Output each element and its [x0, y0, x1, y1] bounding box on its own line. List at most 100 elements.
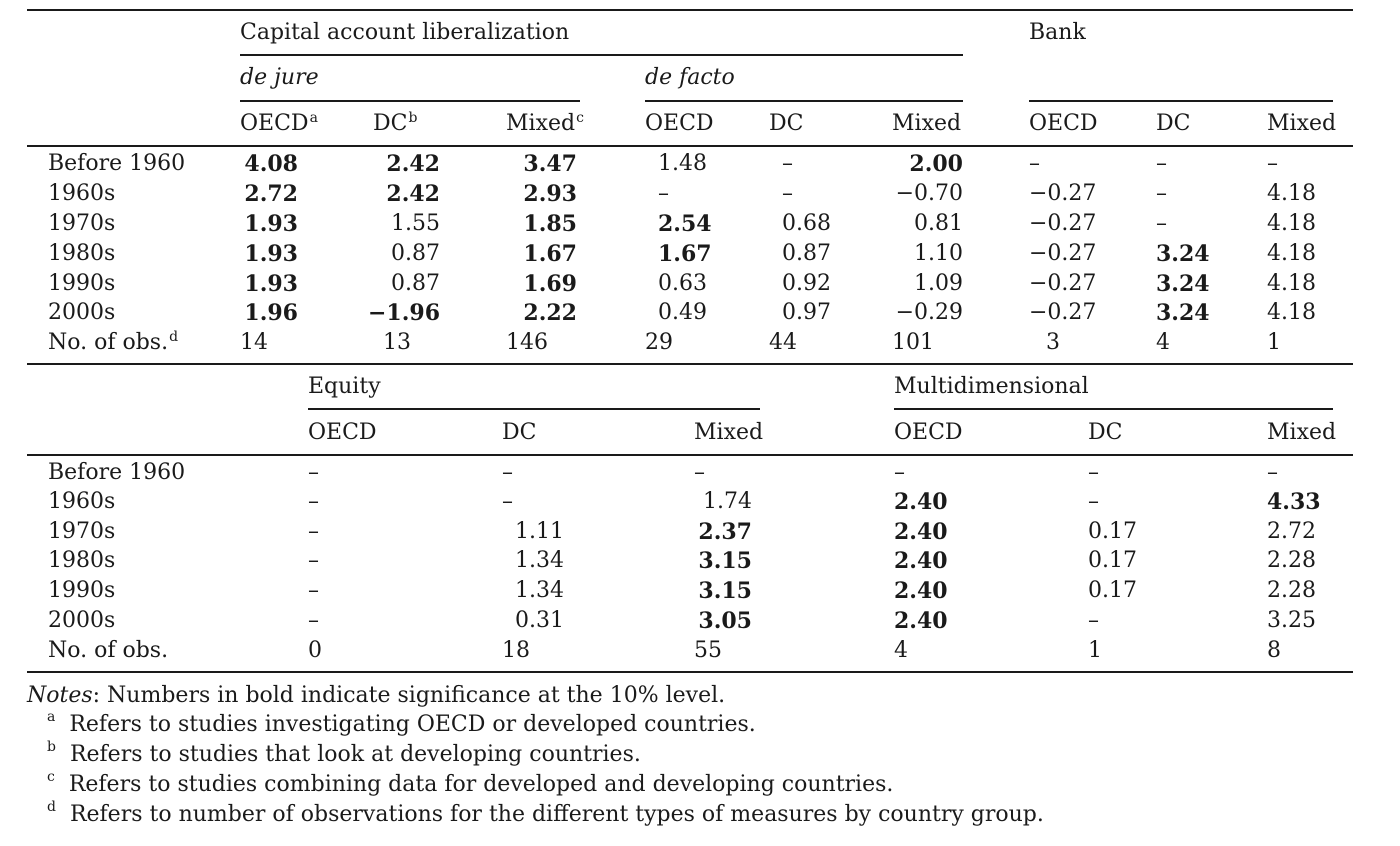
- row-label: 1980s: [48, 548, 116, 573]
- table-cell: 2.42: [386, 181, 440, 207]
- table-cell: 1.96: [244, 300, 298, 326]
- table-cell: –: [502, 460, 513, 485]
- footnote-marker: b: [47, 739, 56, 755]
- table-cell: 2.72: [1267, 519, 1316, 544]
- table-cell: –: [1267, 151, 1278, 176]
- table-cell: –: [308, 460, 319, 485]
- table-cell: 101: [892, 330, 934, 355]
- table-cell: 1.93: [244, 211, 298, 237]
- row-label: 1960s: [48, 489, 116, 514]
- table-cell: 4.18: [1267, 300, 1316, 325]
- table-cell: 1.55: [391, 211, 440, 236]
- table-cell: –: [308, 578, 319, 603]
- table-cell: –: [308, 608, 319, 633]
- table-cell: −0.27: [1029, 300, 1097, 325]
- column-header-dc: DC: [1088, 420, 1123, 445]
- row-label: Before 1960: [48, 151, 186, 176]
- footnote-text: Refers to number of observations for the…: [55, 802, 1044, 827]
- table-cell: 2.40: [894, 608, 948, 634]
- notes-text: : Numbers in bold indicate significance …: [92, 683, 726, 708]
- footnote-marker: b: [408, 110, 418, 126]
- row-label: Before 1960: [48, 460, 186, 485]
- footnote-marker: c: [47, 769, 55, 785]
- column-header-oecd: OECD: [308, 420, 377, 445]
- table-cell: 3.24: [1156, 271, 1210, 297]
- footnote-b: b Refers to studies that look at develop…: [46, 740, 641, 767]
- footnote-text: Refers to studies that look at developin…: [55, 742, 641, 767]
- table-cell: 3.47: [523, 151, 577, 177]
- table-cell: 2.42: [386, 151, 440, 177]
- table-cell: 0.31: [515, 608, 564, 633]
- table-cell: 0.17: [1088, 548, 1137, 573]
- table-cell: 2.40: [894, 489, 948, 515]
- table-cell: –: [1088, 460, 1099, 485]
- table-cell: 14: [240, 330, 268, 355]
- header-equity: Equity: [308, 374, 381, 399]
- table-cell: 1.93: [244, 271, 298, 297]
- table-cell: –: [1156, 181, 1167, 206]
- bottom-header-rule: [27, 454, 1353, 456]
- column-header-oecd: OECDa: [240, 110, 318, 136]
- column-header-dc: DCb: [373, 110, 418, 136]
- table-cell: –: [1267, 460, 1278, 485]
- table-cell: –: [308, 489, 319, 514]
- subheader-de-facto: de facto: [645, 65, 735, 90]
- table-cell: 3.24: [1156, 300, 1210, 326]
- rule-multidimensional: [894, 408, 1333, 410]
- table-cell: −0.29: [895, 300, 963, 325]
- row-label: 1970s: [48, 519, 116, 544]
- footnote-c: c Refers to studies combining data for d…: [46, 770, 894, 797]
- table-cell: −0.27: [1029, 211, 1097, 236]
- table-cell: −0.27: [1029, 181, 1097, 206]
- table-cell: −1.96: [367, 300, 440, 326]
- header-bank: Bank: [1029, 20, 1086, 45]
- table-cell: 2.93: [523, 181, 577, 207]
- table-cell: 0.17: [1088, 578, 1137, 603]
- table-cell: −0.70: [895, 181, 963, 206]
- table-cell: −0.27: [1029, 271, 1097, 296]
- table-cell: 4.18: [1267, 181, 1316, 206]
- column-header-dc: DC: [502, 420, 537, 445]
- column-header-oecd: OECD: [1029, 111, 1098, 136]
- table-cell: 1.11: [515, 519, 564, 544]
- table-cell: –: [694, 460, 705, 485]
- footnote-a: a Refers to studies investigating OECD o…: [46, 710, 756, 737]
- table-cell: –: [782, 181, 793, 206]
- footnote-text: Refers to studies combining data for dev…: [54, 772, 894, 797]
- rule-bank: [1029, 100, 1333, 102]
- table-cell: 0: [308, 638, 322, 663]
- footnote-marker: d: [47, 799, 56, 815]
- rule-de-jure: [240, 100, 580, 102]
- footnote-text: Refers to studies investigating OECD or …: [55, 712, 756, 737]
- header-rule: [27, 145, 1353, 147]
- table-cell: 1.85: [523, 211, 577, 237]
- bottom-rule: [27, 671, 1353, 673]
- column-header-mixed: Mixed: [694, 420, 764, 445]
- table-cell: 4.08: [244, 151, 298, 177]
- column-header-mixed: Mixedc: [506, 110, 584, 136]
- column-header-dc: DC: [1156, 111, 1191, 136]
- table-cell: 1.93: [244, 241, 298, 267]
- table-cell: 3: [1046, 330, 1060, 355]
- mid-rule: [27, 363, 1353, 365]
- table-cell: 0.87: [782, 241, 831, 266]
- table-cell: 2.40: [894, 519, 948, 545]
- row-label: No. of obs.: [48, 638, 169, 663]
- table-cell: 0.63: [658, 271, 707, 296]
- table-cell: 1: [1088, 638, 1102, 663]
- row-label: 1990s: [48, 271, 116, 296]
- table-cell: 29: [645, 330, 673, 355]
- table-cell: –: [1029, 151, 1040, 176]
- table-cell: 1.10: [914, 241, 963, 266]
- rule-de-facto: [645, 100, 963, 102]
- table-cell: 2.28: [1267, 578, 1316, 603]
- table-cell: 4.18: [1267, 211, 1316, 236]
- table-cell: 1.48: [658, 151, 707, 176]
- table-cell: –: [308, 548, 319, 573]
- table-cell: 3.05: [698, 608, 752, 634]
- footnote-marker: a: [47, 709, 56, 725]
- row-label: No. of obs.d: [48, 329, 179, 355]
- table-cell: 1: [1267, 330, 1281, 355]
- table-cell: 0.81: [914, 211, 963, 236]
- notes-line: Notes: Numbers in bold indicate signific…: [27, 685, 725, 707]
